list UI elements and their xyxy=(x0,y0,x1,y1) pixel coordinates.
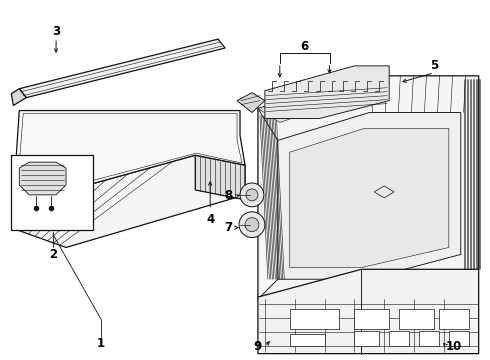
Polygon shape xyxy=(14,111,245,205)
Text: 4: 4 xyxy=(206,213,214,226)
Bar xyxy=(290,334,324,346)
Polygon shape xyxy=(16,155,245,247)
Text: 1: 1 xyxy=(97,337,105,350)
Bar xyxy=(354,331,379,346)
Polygon shape xyxy=(258,93,329,122)
Text: 6: 6 xyxy=(300,40,309,53)
Bar xyxy=(399,309,434,329)
Bar xyxy=(389,331,409,346)
Circle shape xyxy=(240,183,264,207)
Bar xyxy=(11,155,93,230)
Polygon shape xyxy=(237,93,265,113)
Text: 7: 7 xyxy=(224,221,232,234)
Polygon shape xyxy=(290,129,449,267)
Text: 5: 5 xyxy=(430,59,438,72)
Text: 3: 3 xyxy=(52,24,60,38)
Polygon shape xyxy=(19,162,66,195)
Circle shape xyxy=(239,212,265,238)
Bar xyxy=(354,309,389,329)
Polygon shape xyxy=(278,113,461,279)
Text: 9: 9 xyxy=(254,340,262,353)
Circle shape xyxy=(246,189,258,201)
Bar xyxy=(439,309,469,329)
Polygon shape xyxy=(265,66,389,118)
Polygon shape xyxy=(11,89,26,105)
Circle shape xyxy=(245,218,259,231)
Text: 10: 10 xyxy=(446,340,462,353)
Polygon shape xyxy=(258,76,479,299)
Bar xyxy=(419,331,439,346)
Polygon shape xyxy=(196,155,245,200)
Polygon shape xyxy=(19,39,225,98)
Bar xyxy=(290,309,340,329)
Polygon shape xyxy=(258,269,479,354)
Text: 8: 8 xyxy=(224,189,232,202)
Bar xyxy=(449,331,469,346)
Text: 2: 2 xyxy=(49,248,57,261)
